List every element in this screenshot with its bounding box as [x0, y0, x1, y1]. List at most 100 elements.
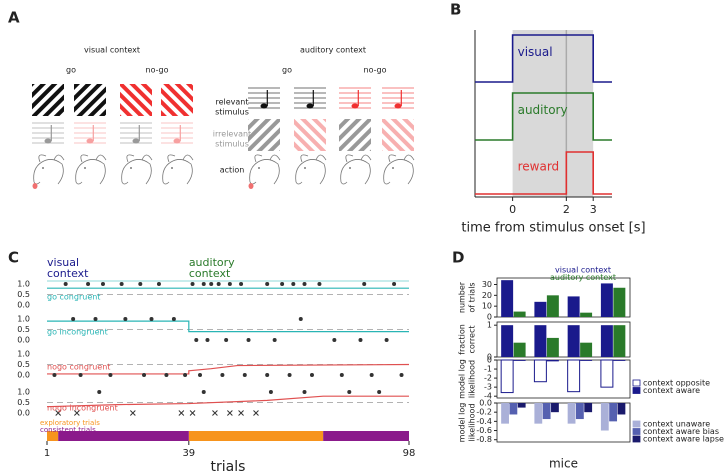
y-tick-label: 0	[487, 353, 492, 362]
trial-dot	[246, 338, 251, 342]
bar	[513, 360, 526, 361]
trial-cross	[129, 410, 136, 416]
bar	[517, 403, 526, 408]
trial-dot	[71, 317, 76, 321]
legend-entry: context opposite	[643, 379, 710, 388]
bar	[542, 403, 551, 420]
legend-entry: visual context	[555, 266, 611, 275]
plot-frame	[496, 402, 631, 443]
context-label: auditory	[189, 256, 235, 269]
phase-legend: exploratory trials	[40, 419, 100, 427]
trial-dot	[227, 282, 232, 286]
bar	[575, 403, 584, 420]
trial-dot	[201, 282, 206, 286]
trial-dot	[265, 282, 270, 286]
legend-swatch	[632, 428, 641, 435]
y-tick-label: 1.0	[17, 280, 30, 289]
trial-dot	[280, 282, 285, 286]
y-axis-label: number	[458, 281, 467, 313]
y-tick-label: 0.0	[479, 399, 492, 408]
note-head	[306, 103, 314, 109]
y-axis-label: of trials	[468, 282, 477, 312]
bar	[546, 337, 559, 357]
y-tick-label: 0	[487, 313, 492, 322]
y-tick-label: 20	[482, 291, 492, 300]
mouse-eye	[42, 167, 44, 169]
y-tick-label: -4	[484, 392, 492, 401]
x-tick-label: 39	[182, 448, 195, 459]
trial-dot	[392, 282, 397, 286]
mouse	[75, 154, 107, 185]
context-label: context	[47, 267, 89, 280]
trial-dot	[309, 373, 314, 377]
trial-dot	[220, 373, 225, 377]
y-tick-label: 0.0	[17, 301, 30, 310]
note-head	[86, 138, 94, 144]
y-tick-label: -0.4	[476, 417, 492, 426]
mouse	[383, 154, 415, 185]
trial-dot	[302, 282, 307, 286]
bar	[567, 403, 576, 424]
step-line	[475, 92, 612, 141]
grating	[32, 84, 64, 116]
grating	[120, 84, 152, 116]
phase-legend: consistent trials	[40, 426, 96, 434]
mouse	[33, 154, 65, 185]
trial-dot	[298, 317, 303, 321]
mouse-eye	[258, 167, 260, 169]
condition-label: no-go	[146, 66, 169, 75]
y-tick-label: -2	[484, 374, 492, 383]
tongue	[248, 183, 254, 189]
note-head	[44, 138, 52, 144]
grating	[248, 119, 280, 151]
bar	[567, 325, 580, 357]
legend-swatch	[632, 420, 641, 428]
trial-dot	[291, 282, 296, 286]
mouse	[295, 154, 327, 185]
mouse	[162, 154, 194, 185]
row-label: relevant	[215, 98, 248, 107]
bar	[534, 325, 547, 357]
trial-dot	[63, 282, 68, 286]
trial-dot	[302, 390, 307, 394]
trial-dot	[205, 338, 210, 342]
row-label: nogo incongruent	[47, 404, 118, 413]
y-tick-label: -0.8	[476, 435, 492, 444]
trial-dot	[265, 373, 270, 377]
trial-dot	[209, 282, 214, 286]
grating	[339, 119, 371, 151]
row-label: stimulus	[215, 108, 249, 117]
trial-dot	[347, 390, 352, 394]
x-tick-label: 2	[563, 203, 570, 216]
trial-dot	[317, 282, 322, 286]
trial-dot	[377, 390, 382, 394]
mouse-eye	[392, 167, 394, 169]
phase-segment	[58, 431, 189, 441]
trial-cross	[178, 410, 185, 416]
x-tick-label: 98	[403, 448, 416, 459]
bar	[613, 325, 626, 357]
bar	[613, 360, 626, 361]
x-tick-label: 0	[509, 203, 516, 216]
x-tick-label: 3	[590, 203, 597, 216]
mouse-eye	[130, 167, 132, 169]
trial-dot	[216, 282, 221, 286]
trial-dot	[171, 317, 176, 321]
trial-cross	[212, 410, 218, 416]
tongue	[32, 183, 38, 189]
y-tick-label: 0.5	[17, 398, 30, 407]
trial-dot	[201, 390, 206, 394]
trial-dot	[190, 282, 195, 286]
trial-dot	[272, 338, 277, 342]
bar	[501, 280, 514, 317]
x-axis-label: trials	[211, 459, 246, 475]
bar	[600, 403, 609, 431]
grating	[74, 84, 106, 116]
trial-dot	[100, 282, 105, 286]
plot-frame	[496, 277, 631, 318]
mouse-eye	[84, 167, 86, 169]
trial-dot	[86, 282, 91, 286]
row-label: go congruent	[47, 293, 100, 302]
panel-label: D	[452, 249, 464, 267]
y-axis-label: correct	[468, 325, 477, 353]
